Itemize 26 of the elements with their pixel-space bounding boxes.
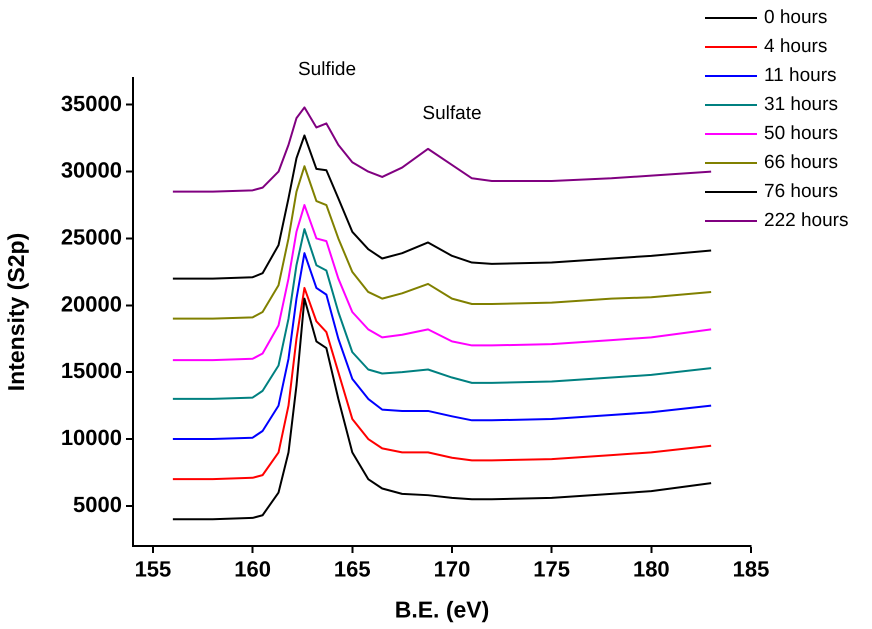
x-tick-label: 165 [334, 556, 371, 582]
legend-label: 66 hours [764, 152, 838, 174]
legend-label: 50 hours [764, 123, 838, 144]
annotation: Sulfate [422, 103, 482, 124]
y-tick-label: 20000 [60, 291, 122, 316]
legend-label: 4 hours [764, 36, 828, 58]
legend-label: 31 hours [764, 94, 838, 116]
x-tick-label: 175 [533, 556, 570, 582]
x-tick-label: 180 [632, 556, 670, 582]
y-tick-label: 35000 [60, 90, 122, 116]
x-tick-label: 155 [134, 556, 172, 582]
x-tick-label: 170 [434, 556, 470, 582]
x-axis-title: B.E. (eV) [394, 596, 490, 623]
y-tick-label: 25000 [60, 224, 122, 250]
y-tick-label: 30000 [60, 158, 122, 183]
legend-label: 76 hours [764, 181, 838, 202]
y-tick-label: 5000 [73, 492, 122, 517]
legend-label: 0 hours [764, 7, 828, 28]
legend-label: 222 hours [764, 210, 849, 232]
y-tick-label: 10000 [60, 425, 122, 450]
x-tick-label: 160 [234, 556, 271, 582]
annotation: Sulfide [298, 59, 356, 80]
legend-label: 11 hours [764, 65, 837, 86]
y-axis-title: Intensity (S2p) [3, 232, 30, 392]
x-tick-label: 185 [732, 556, 770, 582]
y-tick-label: 15000 [60, 358, 122, 384]
